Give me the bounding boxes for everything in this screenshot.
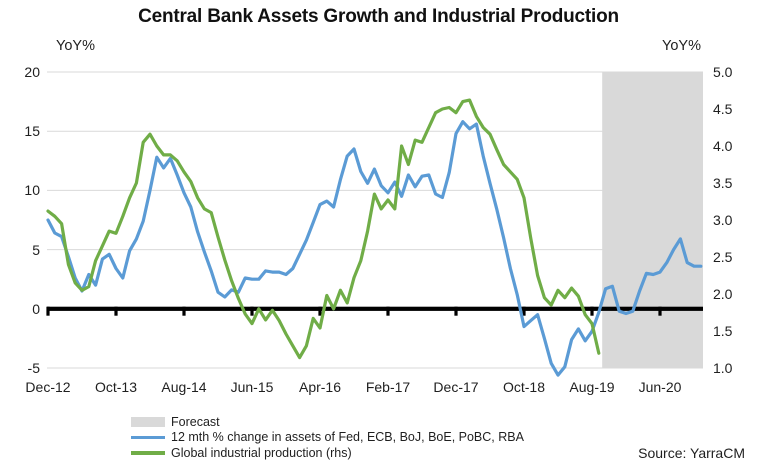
x-axis-tick-label: Jun-15 — [230, 379, 274, 395]
industrial-production-line — [46, 98, 601, 360]
right-axis-tick-label: 3.0 — [713, 212, 733, 228]
x-axis-tick-mark — [454, 306, 458, 316]
x-axis-tick-label: Apr-16 — [298, 379, 342, 395]
x-axis-tick-label: Aug-19 — [569, 379, 615, 395]
x-axis-tick-mark — [182, 306, 186, 316]
x-axis-tick-label: Jun-20 — [638, 379, 682, 395]
assets-line-swatch — [131, 435, 165, 439]
x-axis-tick-label: Aug-14 — [161, 379, 207, 395]
right-axis-tick-label: 4.0 — [713, 138, 733, 154]
left-axis-unit-label: YoY% — [56, 38, 95, 54]
forecast-swatch — [131, 416, 165, 427]
left-axis-tick-label: -5 — [27, 360, 40, 376]
x-axis-tick-mark — [114, 306, 118, 316]
left-axis-tick-label: 20 — [24, 64, 40, 80]
chart-title: Central Bank Assets Growth and Industria… — [138, 6, 619, 27]
zero-line — [47, 306, 703, 311]
x-axis-tick-label: Oct-13 — [94, 379, 138, 395]
legend-row-industrial: Global industrial production (rhs) — [131, 445, 524, 461]
left-axis-tick-label: 0 — [32, 300, 40, 317]
legend-label-assets: 12 mth % change in assets of Fed, ECB, B… — [171, 430, 524, 445]
left-axis-tick-label: 10 — [24, 182, 40, 199]
right-axis-tick-label: 3.5 — [713, 175, 733, 191]
legend: Forecast 12 mth % change in assets of Fe… — [131, 414, 524, 461]
x-axis-tick-mark — [318, 306, 322, 316]
forecast-region — [602, 72, 703, 368]
left-axis-tick-label: 5 — [32, 241, 40, 258]
x-axis-tick-mark — [250, 306, 254, 316]
right-axis-tick-label: 5.0 — [713, 64, 733, 80]
right-axis-unit-label: YoY% — [662, 38, 701, 54]
industrial-production-line-swatch — [131, 451, 165, 455]
source-label: Source: YarraCM — [638, 445, 745, 461]
assets-growth-line — [46, 120, 703, 377]
legend-label-industrial: Global industrial production (rhs) — [171, 445, 352, 460]
left-axis-tick-label: 15 — [24, 123, 40, 140]
x-axis-tick-label: Dec-12 — [25, 379, 71, 395]
x-axis-tick-label: Oct-18 — [502, 379, 546, 395]
right-axis-tick-label: 4.5 — [713, 101, 733, 117]
x-axis-tick-mark — [46, 306, 50, 316]
right-axis-tick-label: 2.5 — [713, 249, 733, 265]
x-axis-tick-mark — [658, 306, 662, 316]
right-axis-tick-label: 2.0 — [713, 286, 733, 302]
x-axis-tick-mark — [522, 306, 526, 316]
x-axis-tick-label: Feb-17 — [365, 379, 411, 395]
right-axis-tick-label: 1.5 — [713, 323, 733, 339]
legend-row-forecast: Forecast — [131, 414, 524, 430]
legend-label-forecast: Forecast — [171, 414, 220, 429]
legend-row-assets: 12 mth % change in assets of Fed, ECB, B… — [131, 430, 524, 446]
x-axis-tick-label: Dec-17 — [433, 379, 479, 395]
x-axis-tick-mark — [590, 306, 594, 316]
right-axis-tick-label: 1.0 — [713, 360, 733, 376]
x-axis-tick-mark — [386, 306, 390, 316]
